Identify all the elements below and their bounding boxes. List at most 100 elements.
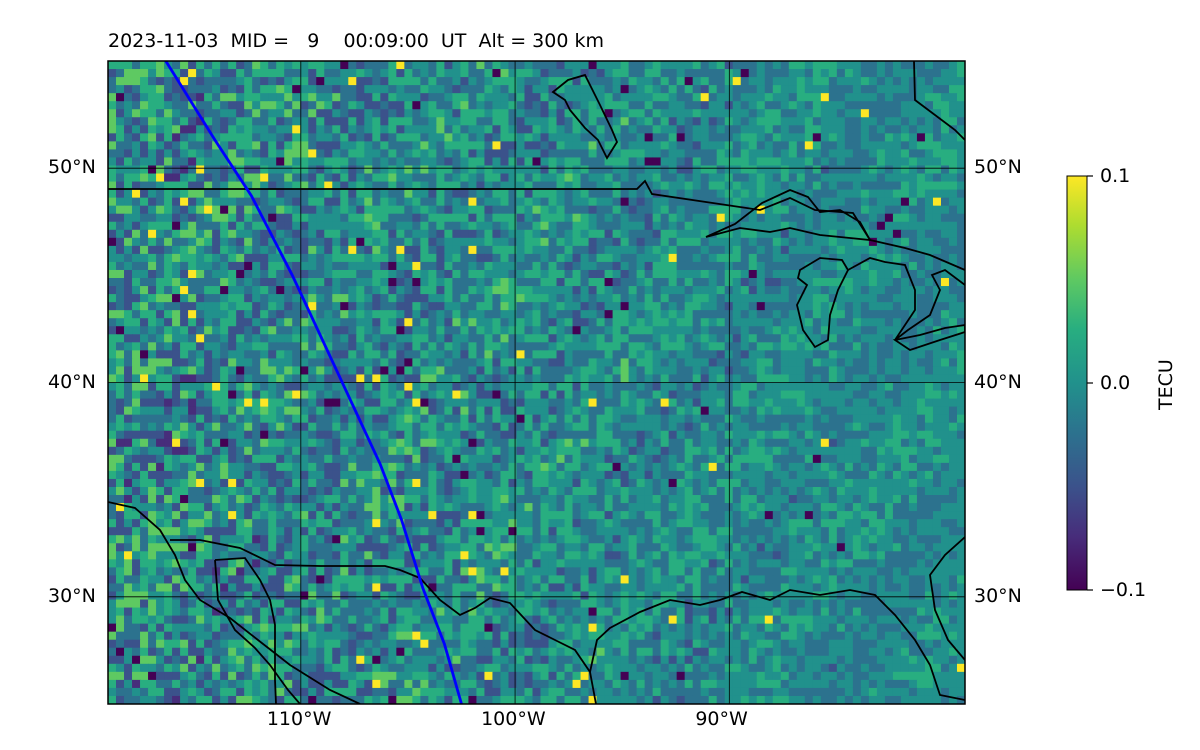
tec-cell <box>732 133 742 142</box>
tec-cell <box>804 302 814 311</box>
tec-cell <box>284 165 293 175</box>
tec-cell <box>772 326 782 335</box>
tec-cell <box>196 245 205 255</box>
tec-cell <box>836 197 846 207</box>
tec-cell <box>564 245 574 255</box>
tec-cell <box>508 213 518 223</box>
tec-cell <box>764 278 774 287</box>
tec-cell <box>220 390 229 400</box>
tec-cell <box>788 366 798 376</box>
tec-cell <box>812 398 822 408</box>
tec-cell <box>916 390 926 400</box>
tec-cell <box>940 197 950 207</box>
tec-cell <box>380 390 389 400</box>
tec-cell <box>388 318 397 327</box>
tec-cell <box>476 406 486 416</box>
tec-cell <box>260 101 269 110</box>
tec-cell <box>140 245 149 255</box>
tec-cell <box>140 157 149 167</box>
tec-cell <box>572 406 582 416</box>
tec-cell <box>252 157 261 167</box>
tec-cell <box>324 229 333 239</box>
tec-cell <box>892 310 902 319</box>
tec-cell <box>404 181 413 191</box>
tec-cell <box>852 245 862 255</box>
tec-cell <box>316 350 325 359</box>
tec-cell <box>948 414 958 424</box>
tec-cell <box>476 390 486 400</box>
tec-cell <box>516 205 526 215</box>
tec-cell <box>764 165 774 175</box>
tec-cell <box>212 261 221 271</box>
tec-cell <box>428 406 437 416</box>
tec-cell <box>532 205 542 215</box>
tec-cell <box>236 237 245 247</box>
tec-cell <box>612 229 622 239</box>
tec-cell <box>620 197 630 207</box>
tec-cell <box>764 358 774 368</box>
tec-cell <box>436 302 445 311</box>
tec-cell <box>116 109 125 118</box>
tec-cell <box>588 237 598 247</box>
tec-cell <box>708 133 718 142</box>
tec-cell <box>220 382 229 392</box>
tec-cell <box>284 133 293 142</box>
tec-cell <box>660 366 670 376</box>
tec-cell <box>588 326 598 335</box>
tec-cell <box>940 213 950 223</box>
tec-cell <box>436 253 445 263</box>
tec-cell <box>508 374 518 384</box>
tec-cell <box>276 69 285 78</box>
tec-cell <box>628 229 638 239</box>
tec-cell <box>788 269 798 279</box>
tec-cell <box>948 197 958 207</box>
tec-cell <box>140 181 149 191</box>
tec-cell <box>788 101 798 110</box>
tec-cell <box>868 157 878 167</box>
tec-cell <box>916 245 926 255</box>
tec-cell <box>172 245 181 255</box>
tec-cell <box>948 149 958 159</box>
tec-cell <box>324 205 333 215</box>
tec-cell <box>332 414 341 424</box>
tec-cell <box>308 157 317 167</box>
tec-cell <box>156 173 165 183</box>
tec-cell <box>196 149 205 159</box>
tec-cell <box>300 165 309 175</box>
tec-cell <box>948 334 958 343</box>
tec-cell <box>140 286 149 295</box>
tec-cell <box>340 366 349 376</box>
tec-cell <box>364 278 373 287</box>
tec-cell <box>684 326 694 335</box>
tec-cell <box>700 398 710 408</box>
tec-cell <box>348 286 357 295</box>
tec-cell <box>612 165 622 175</box>
tec-cell <box>484 165 494 175</box>
tec-cell <box>828 173 838 183</box>
tec-cell <box>748 350 758 359</box>
tec-cell <box>668 165 678 175</box>
tec-cell <box>188 117 197 126</box>
tec-cell <box>364 197 373 207</box>
tec-cell <box>444 253 453 263</box>
tec-cell <box>660 390 670 400</box>
tec-cell <box>780 213 790 223</box>
tec-cell <box>148 261 157 271</box>
tec-cell <box>348 77 357 86</box>
tec-cell <box>268 278 277 287</box>
tec-cell <box>492 157 502 167</box>
tec-cell <box>604 318 614 327</box>
tec-cell <box>604 205 614 215</box>
tec-cell <box>876 294 886 303</box>
tec-cell <box>572 213 582 223</box>
tec-cell <box>188 205 197 215</box>
tec-cell <box>868 125 878 134</box>
tec-cell <box>196 294 205 303</box>
tec-cell <box>444 318 453 327</box>
tec-cell <box>348 358 357 368</box>
tec-cell <box>564 165 574 175</box>
tec-cell <box>340 422 349 432</box>
tec-cell <box>124 213 133 223</box>
tec-cell <box>748 93 758 102</box>
tec-cell <box>836 229 846 239</box>
